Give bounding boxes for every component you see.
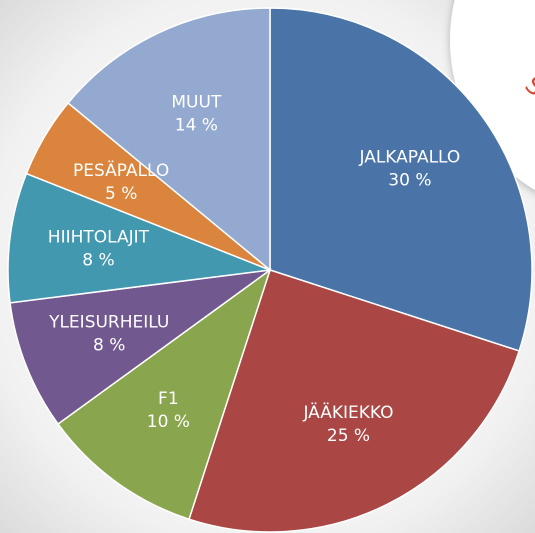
slice-label: YLEISURHEILU bbox=[48, 313, 169, 333]
pie-slice bbox=[9, 269, 271, 426]
slice-label: MUUT bbox=[171, 93, 222, 113]
slice-value-label: 8 % bbox=[82, 250, 114, 270]
pie: JALKAPALLO 30 % JÄÄKIEKKO 25 % F1 10 % YLEISUR… bbox=[7, 7, 533, 533]
badge bbox=[450, 0, 535, 191]
slice-value-label: 5 % bbox=[105, 184, 137, 204]
slice-label: PESÄPALLO bbox=[73, 160, 169, 181]
pie-slice bbox=[188, 269, 521, 533]
slice-label: JÄÄKIEKKO bbox=[302, 402, 393, 423]
slice-value-label: 10 % bbox=[147, 412, 190, 432]
pie-slice bbox=[67, 7, 271, 272]
slice-label: HIIHTOLAJIT bbox=[48, 227, 150, 247]
slice-label: F1 bbox=[158, 389, 179, 409]
pie-slice bbox=[7, 172, 271, 304]
slice-value-label: 14 % bbox=[175, 116, 218, 136]
pie-slice bbox=[269, 7, 533, 352]
slice-label: JALKAPALLO bbox=[358, 147, 460, 167]
slice-value-label: 25 % bbox=[327, 426, 370, 446]
slice-value-label: 30 % bbox=[388, 170, 431, 190]
pie-slice bbox=[56, 268, 272, 521]
slice-value-label: 8 % bbox=[93, 336, 125, 356]
